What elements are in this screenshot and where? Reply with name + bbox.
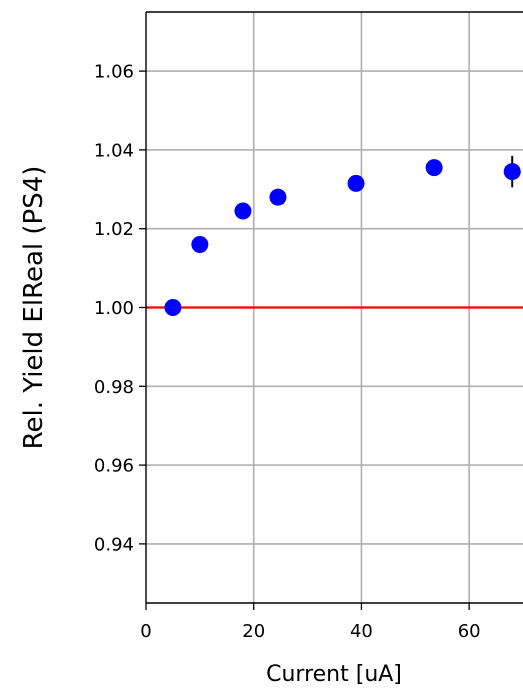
x-axis-label: Current [uA]	[266, 662, 402, 687]
data-point	[503, 163, 521, 181]
y-tick-label: 1.04	[94, 140, 134, 161]
y-tick-label: 1.02	[94, 219, 134, 240]
data-point	[234, 202, 252, 220]
y-tick-label: 1.06	[94, 62, 134, 83]
x-tick-label: 20	[242, 621, 265, 642]
y-tick-label: 0.98	[94, 377, 134, 398]
y-tick-label: 1.00	[94, 298, 134, 319]
y-tick-label: 0.96	[94, 456, 134, 477]
data-point	[191, 235, 209, 253]
x-tick-label: 0	[140, 621, 151, 642]
y-tick-label: 0.94	[94, 534, 134, 555]
data-point	[269, 188, 287, 206]
data-point	[425, 159, 443, 177]
y-axis-label: Rel. Yield ElReal (PS4)	[19, 166, 49, 450]
data-point	[164, 299, 182, 316]
data-point	[347, 174, 365, 192]
axis-ticks: 0 20 40 60 0.94 0.96 0.98 1.00 1.02 1.04 1.06	[94, 62, 481, 642]
data-points	[164, 155, 521, 316]
x-tick-label: 40	[350, 621, 373, 642]
x-tick-label: 60	[458, 621, 481, 642]
